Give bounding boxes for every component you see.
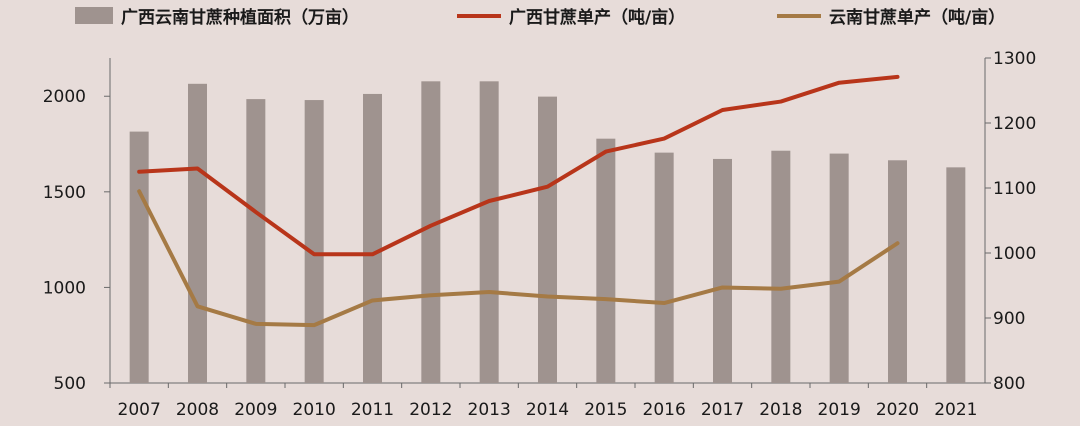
left-tick-label: 500 [54, 374, 86, 394]
right-tick-label: 800 [993, 374, 1025, 394]
bar [538, 96, 557, 383]
x-tick-label: 2015 [584, 400, 627, 420]
bar [946, 167, 966, 383]
bar [654, 152, 674, 383]
series-line-2 [137, 189, 900, 328]
right-tick-label: 1100 [993, 179, 1036, 199]
left-tick-label: 1000 [43, 278, 86, 298]
right-tick-label: 1000 [993, 244, 1036, 264]
x-tick-label: 2020 [876, 400, 919, 420]
bar [479, 81, 499, 383]
left-tick-label: 1500 [43, 183, 86, 203]
x-tick-label: 2009 [234, 400, 277, 420]
legend-swatch [75, 7, 113, 24]
x-tick-label: 2011 [351, 400, 394, 420]
x-tick-label: 2018 [759, 400, 802, 420]
axes: 500 1000 1500 2000 800 900 1000 1100 1200 1300 200… [43, 49, 1037, 420]
bar [888, 160, 907, 383]
x-tick-label: 2013 [468, 400, 511, 420]
bar [246, 99, 266, 384]
right-tick-label: 1300 [993, 49, 1036, 69]
x-tick-label: 2017 [701, 400, 744, 420]
left-tick-label: 2000 [43, 87, 86, 107]
bar-series [129, 81, 966, 384]
bar [713, 158, 732, 383]
x-tick-label: 2014 [526, 400, 569, 420]
x-tick-label: 2007 [118, 400, 161, 420]
x-tick-label: 2021 [934, 400, 977, 420]
bar [829, 153, 849, 383]
right-tick-label: 900 [993, 309, 1025, 329]
x-tick-label: 2016 [643, 400, 686, 420]
legend-label: 云南甘蔗单产（吨/亩） [829, 7, 1005, 28]
legend-label: 广西云南甘蔗种植面积（万亩） [121, 7, 359, 28]
series-line-1 [137, 74, 900, 257]
x-tick-label: 2010 [293, 400, 336, 420]
bar [129, 131, 149, 383]
legend-label: 广西甘蔗单产（吨/亩） [509, 7, 685, 28]
bar [421, 81, 441, 383]
bar [188, 83, 207, 383]
line-series [137, 74, 900, 328]
bar [771, 150, 791, 383]
bar [304, 100, 324, 383]
x-tick-label: 2008 [176, 400, 219, 420]
bar [363, 93, 382, 384]
x-tick-label: 2019 [818, 400, 861, 420]
right-tick-label: 1200 [993, 114, 1036, 134]
bar [596, 138, 616, 383]
legend: 广西云南甘蔗种植面积（万亩） 广西甘蔗单产（吨/亩） 云南甘蔗单产（吨/亩） [75, 7, 1005, 28]
x-tick-label: 2012 [409, 400, 452, 420]
